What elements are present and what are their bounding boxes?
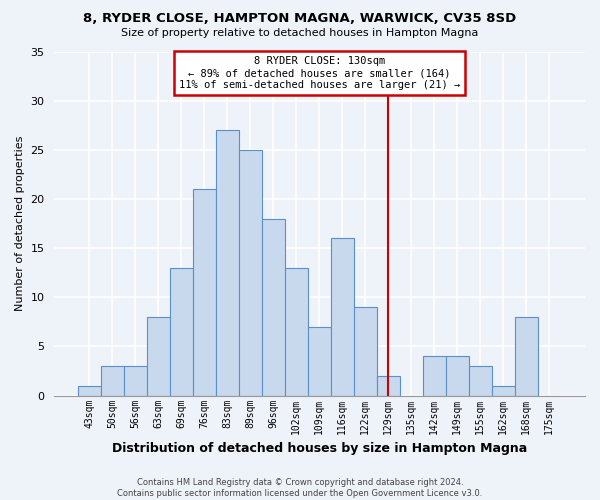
- Text: 8, RYDER CLOSE, HAMPTON MAGNA, WARWICK, CV35 8SD: 8, RYDER CLOSE, HAMPTON MAGNA, WARWICK, …: [83, 12, 517, 26]
- Text: Size of property relative to detached houses in Hampton Magna: Size of property relative to detached ho…: [121, 28, 479, 38]
- Bar: [285, 268, 308, 396]
- Bar: [239, 150, 262, 396]
- Bar: [262, 218, 285, 396]
- Y-axis label: Number of detached properties: Number of detached properties: [15, 136, 25, 312]
- Bar: [354, 307, 377, 396]
- Bar: [377, 376, 400, 396]
- Bar: [515, 317, 538, 396]
- Bar: [78, 386, 101, 396]
- X-axis label: Distribution of detached houses by size in Hampton Magna: Distribution of detached houses by size …: [112, 442, 527, 455]
- Text: Contains HM Land Registry data © Crown copyright and database right 2024.
Contai: Contains HM Land Registry data © Crown c…: [118, 478, 482, 498]
- Bar: [308, 327, 331, 396]
- Bar: [216, 130, 239, 396]
- Bar: [423, 356, 446, 396]
- Bar: [446, 356, 469, 396]
- Bar: [331, 238, 354, 396]
- Bar: [170, 268, 193, 396]
- Bar: [101, 366, 124, 396]
- Bar: [469, 366, 492, 396]
- Bar: [492, 386, 515, 396]
- Text: 8 RYDER CLOSE: 130sqm
← 89% of detached houses are smaller (164)
11% of semi-det: 8 RYDER CLOSE: 130sqm ← 89% of detached …: [179, 56, 460, 90]
- Bar: [124, 366, 147, 396]
- Bar: [147, 317, 170, 396]
- Bar: [193, 189, 216, 396]
